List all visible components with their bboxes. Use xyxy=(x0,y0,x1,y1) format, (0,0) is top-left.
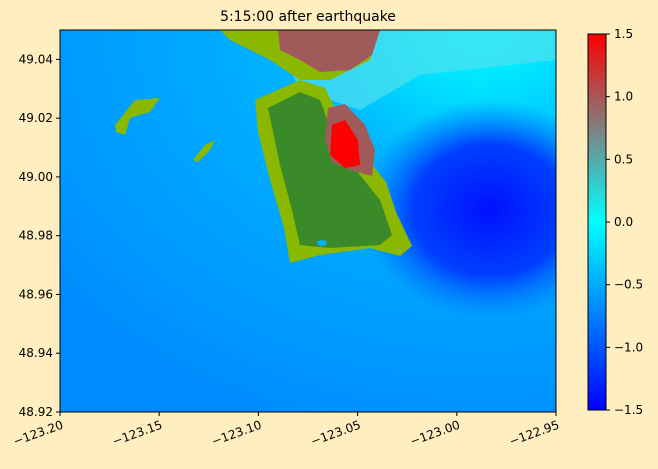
x-tick-label: −123.05 xyxy=(309,418,363,449)
colorbar-tick-label: 1.0 xyxy=(614,90,633,104)
x-tick-label: −123.10 xyxy=(210,418,264,449)
y-tick-label: 48.92 xyxy=(19,405,53,419)
colorbar-tick-label: −1.0 xyxy=(614,340,643,354)
colorbar-tick-label: 0.5 xyxy=(614,152,633,166)
field-image xyxy=(60,30,556,412)
y-tick-label: 48.94 xyxy=(19,346,53,360)
x-tick-label: −123.20 xyxy=(11,418,65,449)
x-tick-label: −123.15 xyxy=(111,418,165,449)
axes-frame xyxy=(59,29,557,413)
y-tick-label: 49.02 xyxy=(19,111,53,125)
colorbar-tick-label: −0.5 xyxy=(614,278,643,292)
y-tick-label: 48.96 xyxy=(19,287,53,301)
x-tick-label: −122.95 xyxy=(507,418,561,449)
chart-title: 5:15:00 after earthquake xyxy=(220,9,396,25)
colorbar-tick-label: −1.5 xyxy=(614,403,643,417)
colorbar-tick-label: 0.0 xyxy=(614,215,633,229)
y-tick-label: 49.00 xyxy=(19,170,53,184)
y-tick-label: 49.04 xyxy=(19,52,53,66)
x-tick-label: −123.00 xyxy=(408,418,462,449)
colorbar-tick-label: 1.5 xyxy=(614,27,633,41)
y-tick-label: 48.98 xyxy=(19,229,53,243)
colorbar xyxy=(587,33,607,411)
